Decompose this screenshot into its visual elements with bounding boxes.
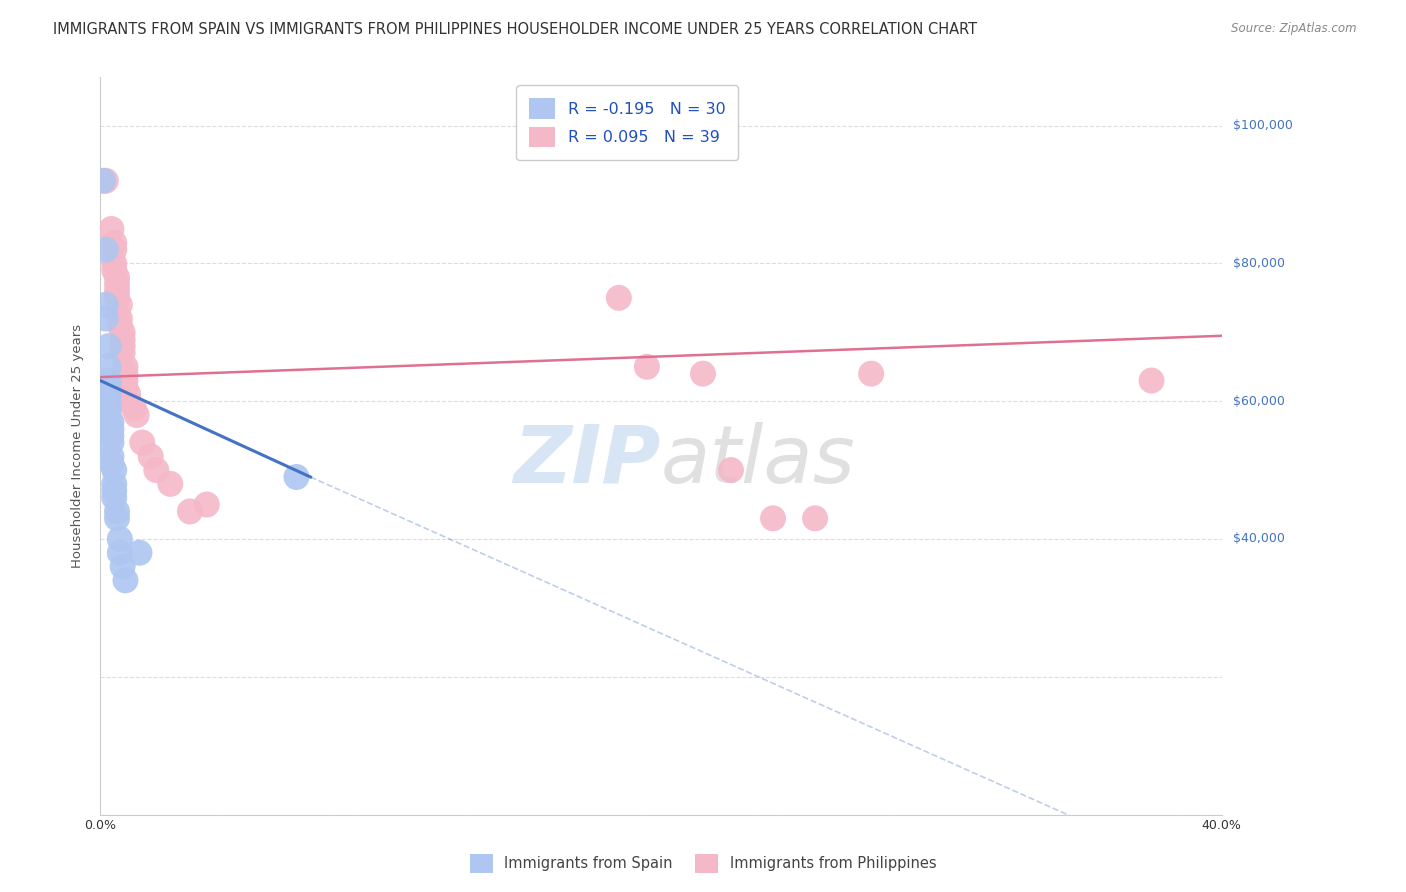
Point xyxy=(97,374,120,388)
Point xyxy=(103,483,125,498)
Point xyxy=(103,463,125,477)
Point xyxy=(114,359,136,374)
Point xyxy=(117,387,139,401)
Point xyxy=(114,380,136,394)
Text: Source: ZipAtlas.com: Source: ZipAtlas.com xyxy=(1232,22,1357,36)
Y-axis label: Householder Income Under 25 years: Householder Income Under 25 years xyxy=(72,324,84,568)
Text: $60,000: $60,000 xyxy=(1233,395,1285,408)
Point xyxy=(692,367,714,381)
Text: atlas: atlas xyxy=(661,422,856,500)
Point xyxy=(111,346,134,360)
Point xyxy=(94,174,117,188)
Point xyxy=(111,332,134,346)
Point xyxy=(117,394,139,409)
Point xyxy=(97,387,120,401)
Point xyxy=(100,222,122,236)
Point xyxy=(1140,374,1163,388)
Point xyxy=(145,463,167,477)
Text: $80,000: $80,000 xyxy=(1233,257,1285,270)
Point xyxy=(105,504,128,518)
Point xyxy=(97,394,120,409)
Point xyxy=(103,263,125,277)
Point xyxy=(105,284,128,298)
Point xyxy=(103,235,125,250)
Point xyxy=(108,311,131,326)
Text: ZIP: ZIP xyxy=(513,422,661,500)
Point xyxy=(114,374,136,388)
Point xyxy=(111,559,134,574)
Point xyxy=(125,408,148,422)
Point xyxy=(111,339,134,353)
Point xyxy=(159,476,181,491)
Point xyxy=(762,511,785,525)
Point xyxy=(97,408,120,422)
Point xyxy=(804,511,827,525)
Legend: R = -0.195   N = 30, R = 0.095   N = 39: R = -0.195 N = 30, R = 0.095 N = 39 xyxy=(516,86,738,160)
Point xyxy=(105,511,128,525)
Point xyxy=(103,491,125,505)
Point xyxy=(103,256,125,270)
Point xyxy=(103,476,125,491)
Point xyxy=(100,428,122,442)
Point xyxy=(97,380,120,394)
Point xyxy=(122,401,145,416)
Point xyxy=(97,401,120,416)
Point xyxy=(195,498,218,512)
Point xyxy=(111,326,134,340)
Point xyxy=(720,463,742,477)
Text: $100,000: $100,000 xyxy=(1233,120,1292,132)
Point xyxy=(860,367,883,381)
Point xyxy=(114,574,136,588)
Point xyxy=(91,174,114,188)
Point xyxy=(108,546,131,560)
Point xyxy=(139,450,162,464)
Point xyxy=(103,243,125,257)
Point xyxy=(636,359,658,374)
Point xyxy=(100,450,122,464)
Text: $40,000: $40,000 xyxy=(1233,533,1285,546)
Text: IMMIGRANTS FROM SPAIN VS IMMIGRANTS FROM PHILIPPINES HOUSEHOLDER INCOME UNDER 25: IMMIGRANTS FROM SPAIN VS IMMIGRANTS FROM… xyxy=(53,22,977,37)
Point xyxy=(94,298,117,312)
Point xyxy=(100,435,122,450)
Point xyxy=(114,367,136,381)
Point xyxy=(105,277,128,292)
Legend: Immigrants from Spain, Immigrants from Philippines: Immigrants from Spain, Immigrants from P… xyxy=(463,847,943,880)
Point xyxy=(108,532,131,546)
Point xyxy=(131,435,153,450)
Point xyxy=(97,359,120,374)
Point xyxy=(108,318,131,333)
Point xyxy=(108,298,131,312)
Point xyxy=(105,291,128,305)
Point xyxy=(285,470,308,484)
Point xyxy=(100,422,122,436)
Point xyxy=(100,415,122,429)
Point xyxy=(607,291,630,305)
Point xyxy=(128,546,150,560)
Point xyxy=(179,504,201,518)
Point xyxy=(100,456,122,470)
Point xyxy=(94,311,117,326)
Point xyxy=(94,243,117,257)
Point xyxy=(105,270,128,285)
Point xyxy=(97,339,120,353)
